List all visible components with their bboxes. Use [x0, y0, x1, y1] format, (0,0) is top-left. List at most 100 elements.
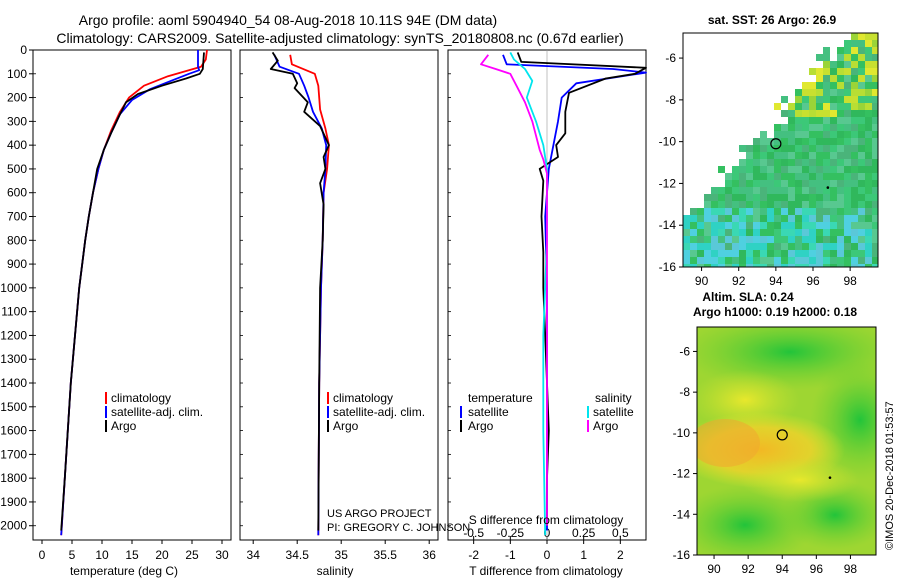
sst-cell [781, 152, 788, 159]
sst-cell [697, 236, 704, 243]
sst-cell [823, 222, 830, 229]
sst-cell [844, 187, 851, 194]
sst-cell [711, 229, 718, 236]
sst-cell [760, 208, 767, 215]
sst-cell [718, 208, 725, 215]
sst-cell [704, 222, 711, 229]
sst-cell [858, 145, 865, 152]
sla-map-frame [696, 326, 877, 556]
sst-cell [851, 180, 858, 187]
sst-cell [704, 194, 711, 201]
sst-cell [809, 264, 816, 267]
sst-cell [781, 222, 788, 229]
sst-cell [851, 208, 858, 215]
sst-cell [767, 159, 774, 166]
sst-cell [690, 208, 697, 215]
depth-tick-label: 1500 [0, 400, 27, 414]
sst-cell [830, 187, 837, 194]
map-x-tick-label: 94 [769, 274, 783, 288]
sst-cell [851, 61, 858, 68]
sst-cell [851, 82, 858, 89]
depth-tick-label: 1600 [0, 424, 27, 438]
sst-cell [704, 236, 711, 243]
depth-tick-label: 1300 [0, 352, 27, 366]
map-y-tick-label: -12 [659, 176, 677, 190]
sst-cell [851, 215, 858, 222]
sst-cell [837, 187, 844, 194]
sst-cell [872, 103, 878, 110]
sst-cell [788, 250, 795, 257]
sst-cell [872, 215, 878, 222]
sst-cell [795, 264, 802, 267]
sst-cell [802, 96, 809, 103]
sst-cell [830, 236, 837, 243]
depth-tick-label: 2000 [0, 519, 27, 533]
sst-cell [732, 222, 739, 229]
sst-cell [823, 61, 830, 68]
sst-cell [837, 96, 844, 103]
map-x-tick-label: 92 [741, 562, 755, 576]
sst-cell [851, 166, 858, 173]
sst-cell [690, 250, 697, 257]
sst-cell [788, 145, 795, 152]
sst-cell [802, 159, 809, 166]
sst-cell [858, 215, 865, 222]
top-tick-label: -0.5 [463, 526, 484, 540]
sst-cell [816, 124, 823, 131]
sst-cell [837, 250, 844, 257]
sst-cell [823, 68, 830, 75]
sst-cell [809, 68, 816, 75]
sst-cell [844, 159, 851, 166]
sst-cell [830, 152, 837, 159]
sst-cell [851, 201, 858, 208]
sst-cell [816, 117, 823, 124]
sst-cell [802, 131, 809, 138]
difference-series [480, 51, 647, 536]
sst-cell [830, 145, 837, 152]
sst-cell [690, 257, 697, 264]
sst-cell [802, 222, 809, 229]
sst-cell [802, 208, 809, 215]
sst-cell [767, 215, 774, 222]
depth-tick-label: 0 [20, 43, 27, 57]
sst-cell [830, 61, 837, 68]
sst-cell [732, 194, 739, 201]
sst-cell [753, 229, 760, 236]
sst-map-axes: 90 92 94 96 98 -16 -14 -12 -10 -8 -6 [659, 51, 857, 288]
sst-cell [718, 215, 725, 222]
sst-cell [725, 215, 732, 222]
sst-cell [760, 131, 767, 138]
sst-cell [823, 264, 830, 267]
t-difference-xlabel: T difference from climatology [469, 564, 623, 578]
sst-cell [683, 257, 690, 264]
sst-cell [865, 54, 872, 61]
sst-cell [844, 180, 851, 187]
sst-cell [802, 117, 809, 124]
sst-cell [739, 222, 746, 229]
legend-label-climatology: climatology [111, 391, 171, 405]
sst-cell [788, 236, 795, 243]
x-tick-label: 0 [544, 548, 551, 562]
depth-axis: 0 100 200 300 400 500 600 700 800 900 1000 1100 1200… [0, 43, 33, 533]
depth-tick-label: 1800 [0, 471, 27, 485]
sst-cell [781, 124, 788, 131]
sst-cell [830, 138, 837, 145]
sst-cell [858, 257, 865, 264]
sst-cell [865, 68, 872, 75]
sst-cell [718, 229, 725, 236]
sla-map-axes: 90 92 94 96 98 -16 -14 -12 -10 -8 -6 [673, 344, 858, 576]
sst-cell [823, 187, 830, 194]
sst-cell [872, 110, 878, 117]
sst-cell [746, 257, 753, 264]
sst-cell [767, 138, 774, 145]
map-x-tick-label: 92 [732, 274, 746, 288]
sst-cell [823, 124, 830, 131]
sst-cell [781, 236, 788, 243]
sst-cell [725, 194, 732, 201]
sst-cell [872, 236, 878, 243]
sst-cell [823, 82, 830, 89]
sst-cell [837, 110, 844, 117]
difference-legend: temperature salinity satellite Argo sate… [460, 391, 634, 433]
sst-cell [760, 222, 767, 229]
legend-label-t-satellite: satellite [468, 405, 509, 419]
